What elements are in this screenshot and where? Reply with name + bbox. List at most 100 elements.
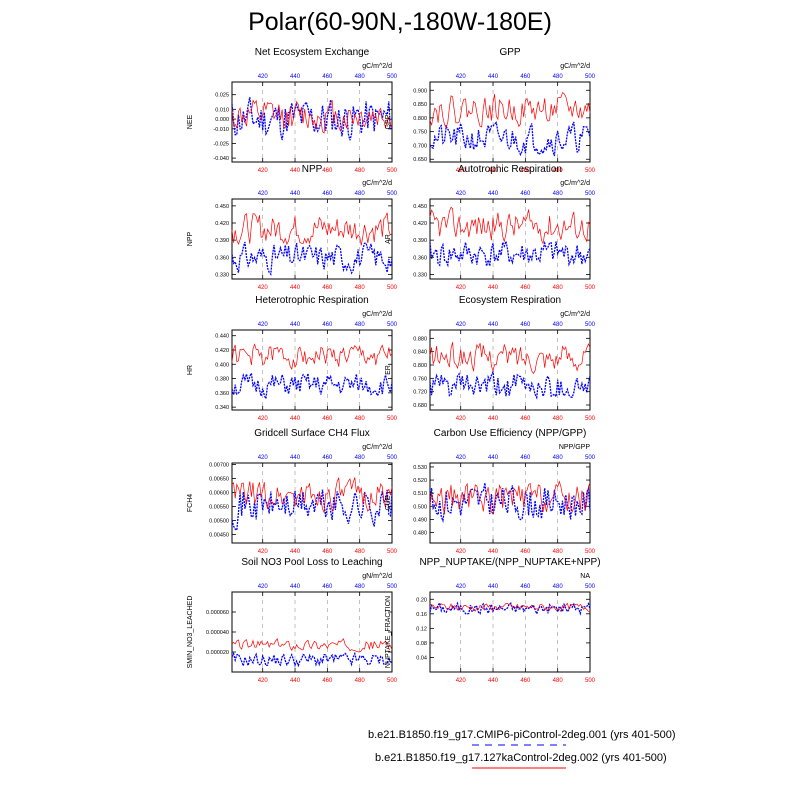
x-tick-label-bottom: 480 — [355, 285, 366, 291]
panel-title: GPP — [499, 47, 520, 58]
y-tick-label: 0.010 — [215, 107, 229, 113]
x-tick-label-bottom: 480 — [355, 678, 366, 684]
x-tick-label-bottom: 500 — [387, 285, 398, 291]
y-axis-label: AR — [385, 234, 392, 244]
y-tick-label: 0.04 — [416, 655, 427, 661]
y-axis-label: ER — [385, 365, 392, 375]
panel-units: gC/m^2/d — [560, 180, 590, 187]
series-line-case2 — [429, 342, 591, 375]
y-tick-label: 0.000060 — [206, 610, 229, 616]
y-tick-label: 0.800 — [413, 363, 427, 369]
x-tick-label-bottom: 500 — [387, 168, 398, 174]
x-tick-label-bottom: 460 — [520, 168, 531, 174]
series-line-case2 — [231, 637, 393, 653]
x-tick-label-top: 440 — [488, 191, 499, 197]
x-tick-label-bottom: 500 — [387, 549, 398, 555]
x-tick-label-bottom: 500 — [585, 168, 596, 174]
x-tick-label-bottom: 420 — [456, 416, 467, 422]
y-tick-label: 0.490 — [413, 517, 427, 523]
y-tick-label: 0.750 — [413, 130, 427, 136]
x-tick-label-bottom: 480 — [553, 285, 564, 291]
y-tick-label: 0.520 — [413, 478, 427, 484]
x-tick-label-top: 500 — [387, 74, 398, 80]
x-tick-label-bottom: 500 — [585, 416, 596, 422]
panel-title: Soil NO3 Pool Loss to Leaching — [241, 557, 382, 568]
series-line-case1 — [429, 121, 591, 157]
x-tick-label-bottom: 480 — [553, 168, 564, 174]
x-tick-label-bottom: 420 — [456, 285, 467, 291]
x-tick-label-top: 440 — [290, 455, 301, 461]
x-tick-label-bottom: 420 — [258, 549, 269, 555]
panel-units: gC/m^2/d — [362, 180, 392, 187]
series-line-case1 — [231, 651, 393, 669]
y-tick-label: 0.720 — [413, 390, 427, 396]
x-tick-label-top: 500 — [585, 455, 596, 461]
y-axis-label: GPP — [385, 114, 392, 129]
y-axis-label: NUPTAKE_FRACTION — [385, 596, 392, 668]
y-tick-label: 0.900 — [413, 88, 427, 94]
x-tick-label-top: 500 — [387, 322, 398, 328]
x-tick-label-top: 460 — [520, 74, 531, 80]
panel-units: NA — [580, 573, 590, 580]
y-axis-label: FCH4 — [187, 494, 194, 512]
series-line-case2 — [231, 99, 393, 134]
x-tick-label-top: 480 — [553, 584, 564, 590]
panel-units: gC/m^2/d — [560, 311, 590, 318]
x-tick-label-bottom: 460 — [322, 549, 333, 555]
series-line-case1 — [231, 241, 393, 276]
x-tick-label-top: 460 — [520, 322, 531, 328]
plot-frame — [429, 198, 591, 280]
x-tick-label-top: 480 — [553, 191, 564, 197]
x-tick-label-top: 480 — [355, 74, 366, 80]
x-tick-label-bottom: 500 — [585, 285, 596, 291]
x-tick-label-top: 480 — [553, 74, 564, 80]
x-tick-label-top: 420 — [258, 584, 269, 590]
x-tick-label-bottom: 420 — [456, 168, 467, 174]
x-tick-label-top: 460 — [322, 584, 333, 590]
y-tick-label: 0.400 — [215, 362, 229, 368]
y-tick-label: 0.850 — [413, 102, 427, 108]
x-tick-label-top: 460 — [322, 191, 333, 197]
x-tick-label-bottom: 440 — [488, 549, 499, 555]
x-tick-label-top: 480 — [355, 322, 366, 328]
y-tick-label: 0.00700 — [209, 462, 229, 468]
x-tick-label-bottom: 440 — [290, 549, 301, 555]
y-tick-label: 0.530 — [413, 465, 427, 471]
plot-frame — [231, 81, 393, 163]
x-tick-label-top: 420 — [258, 74, 269, 80]
x-tick-label-bottom: 460 — [520, 549, 531, 555]
x-tick-label-bottom: 460 — [520, 678, 531, 684]
x-tick-label-top: 500 — [585, 584, 596, 590]
x-tick-label-top: 440 — [290, 74, 301, 80]
x-tick-label-top: 460 — [520, 455, 531, 461]
panel-units: gC/m^2/d — [362, 444, 392, 451]
x-tick-label-top: 440 — [290, 584, 301, 590]
y-tick-label: 0.000 — [215, 117, 229, 123]
plot-frame — [231, 198, 393, 280]
plot-frame — [231, 462, 393, 544]
series-line-case1 — [429, 369, 591, 400]
y-tick-label: 0.680 — [413, 403, 427, 409]
series-line-case2 — [429, 206, 591, 245]
x-tick-label-top: 420 — [258, 191, 269, 197]
x-tick-label-top: 440 — [488, 74, 499, 80]
x-tick-label-top: 420 — [456, 322, 467, 328]
y-tick-label: 0.420 — [215, 221, 229, 227]
y-tick-label: 0.360 — [215, 255, 229, 261]
x-tick-label-top: 420 — [456, 74, 467, 80]
x-tick-label-top: 500 — [387, 455, 398, 461]
plot-frame — [429, 591, 591, 673]
y-tick-label: 0.450 — [215, 204, 229, 210]
y-tick-label: 0.000020 — [206, 650, 229, 656]
y-tick-label: 0.500 — [413, 504, 427, 510]
y-tick-label: 0.880 — [413, 336, 427, 342]
x-tick-label-top: 480 — [355, 455, 366, 461]
panel-title: Net Ecosystem Exchange — [255, 47, 370, 58]
y-tick-label: -0.010 — [213, 127, 229, 133]
y-tick-label: 0.650 — [413, 157, 427, 163]
series-line-case2 — [429, 92, 591, 129]
x-tick-label-top: 440 — [488, 455, 499, 461]
x-tick-label-top: 500 — [387, 584, 398, 590]
legend-label-case1: b.e21.B1850.f19_g17.CMIP6-piControl-2deg… — [368, 729, 676, 741]
x-tick-label-bottom: 460 — [520, 416, 531, 422]
